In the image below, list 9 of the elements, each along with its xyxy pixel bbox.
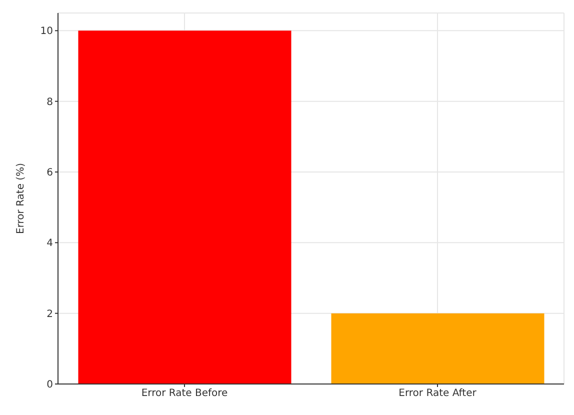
y-tick-label: 0 [46,380,53,391]
y-tick-label: 4 [46,238,53,250]
y-tick-label: 10 [40,26,53,38]
x-tick-label: Error Rate After [398,388,478,400]
x-tick-label: Error Rate Before [141,388,228,400]
y-tick-label: 8 [46,96,53,108]
y-axis-title: Error Rate (%) [16,162,27,234]
y-tick-label: 6 [46,168,53,179]
y-tick-label: 2 [46,308,53,320]
